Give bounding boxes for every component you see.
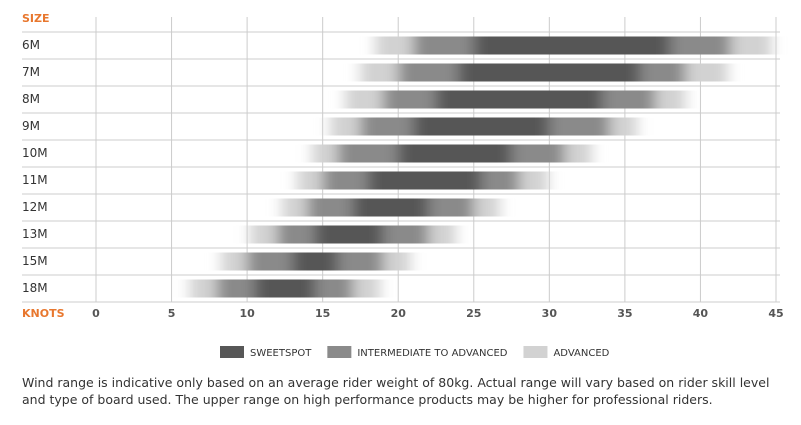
x-tick-label: 0 [92, 307, 100, 320]
x-tick-label: 45 [768, 307, 783, 320]
y-tick-label: 12M [22, 200, 48, 214]
y-tick-label: 7M [22, 65, 40, 79]
legend-label: ADVANCED [553, 348, 609, 359]
x-tick-label: 20 [391, 307, 407, 320]
y-tick-label: 18M [22, 281, 48, 295]
y-tick-label: 9M [22, 119, 40, 133]
x-tick-label: 10 [239, 307, 255, 320]
x-tick-label: 25 [466, 307, 481, 320]
x-tick-label: 35 [617, 307, 632, 320]
x-tick-label: 15 [315, 307, 330, 320]
legend-swatch [220, 346, 244, 358]
range-bar [458, 63, 640, 82]
caption: Wind range is indicative only based on a… [22, 375, 770, 407]
y-tick-label: 6M [22, 38, 40, 52]
range-bar [368, 171, 482, 190]
range-bar [398, 144, 512, 163]
x-axis-label: KNOTS [22, 307, 65, 320]
y-tick-label: 15M [22, 254, 48, 268]
x-tick-label: 40 [693, 307, 709, 320]
range-bar [315, 225, 384, 244]
y-tick-label: 8M [22, 92, 40, 106]
range-bar [436, 90, 603, 109]
x-tick-label: 30 [542, 307, 558, 320]
legend-label: INTERMEDIATE TO ADVANCED [357, 348, 507, 359]
y-tick-label: 11M [22, 173, 48, 187]
range-bar [352, 198, 429, 217]
chart: SIZE KNOTS 0 5 10 15 20 25 30 35 40 45 6M 7M 8M 9M 10M… [22, 12, 784, 359]
range-bar [254, 279, 316, 298]
range-bar [473, 36, 671, 55]
y-tick-label: 13M [22, 227, 48, 241]
legend-label: SWEETSPOT [250, 348, 312, 359]
range-bar [413, 117, 550, 136]
range-bar [292, 252, 338, 271]
legend-swatch [327, 346, 352, 358]
x-tick-label: 5 [168, 307, 176, 320]
y-tick-label: 10M [22, 146, 48, 160]
bars [189, 36, 772, 298]
y-axis-label: SIZE [22, 12, 50, 25]
legend-swatch [523, 346, 548, 358]
